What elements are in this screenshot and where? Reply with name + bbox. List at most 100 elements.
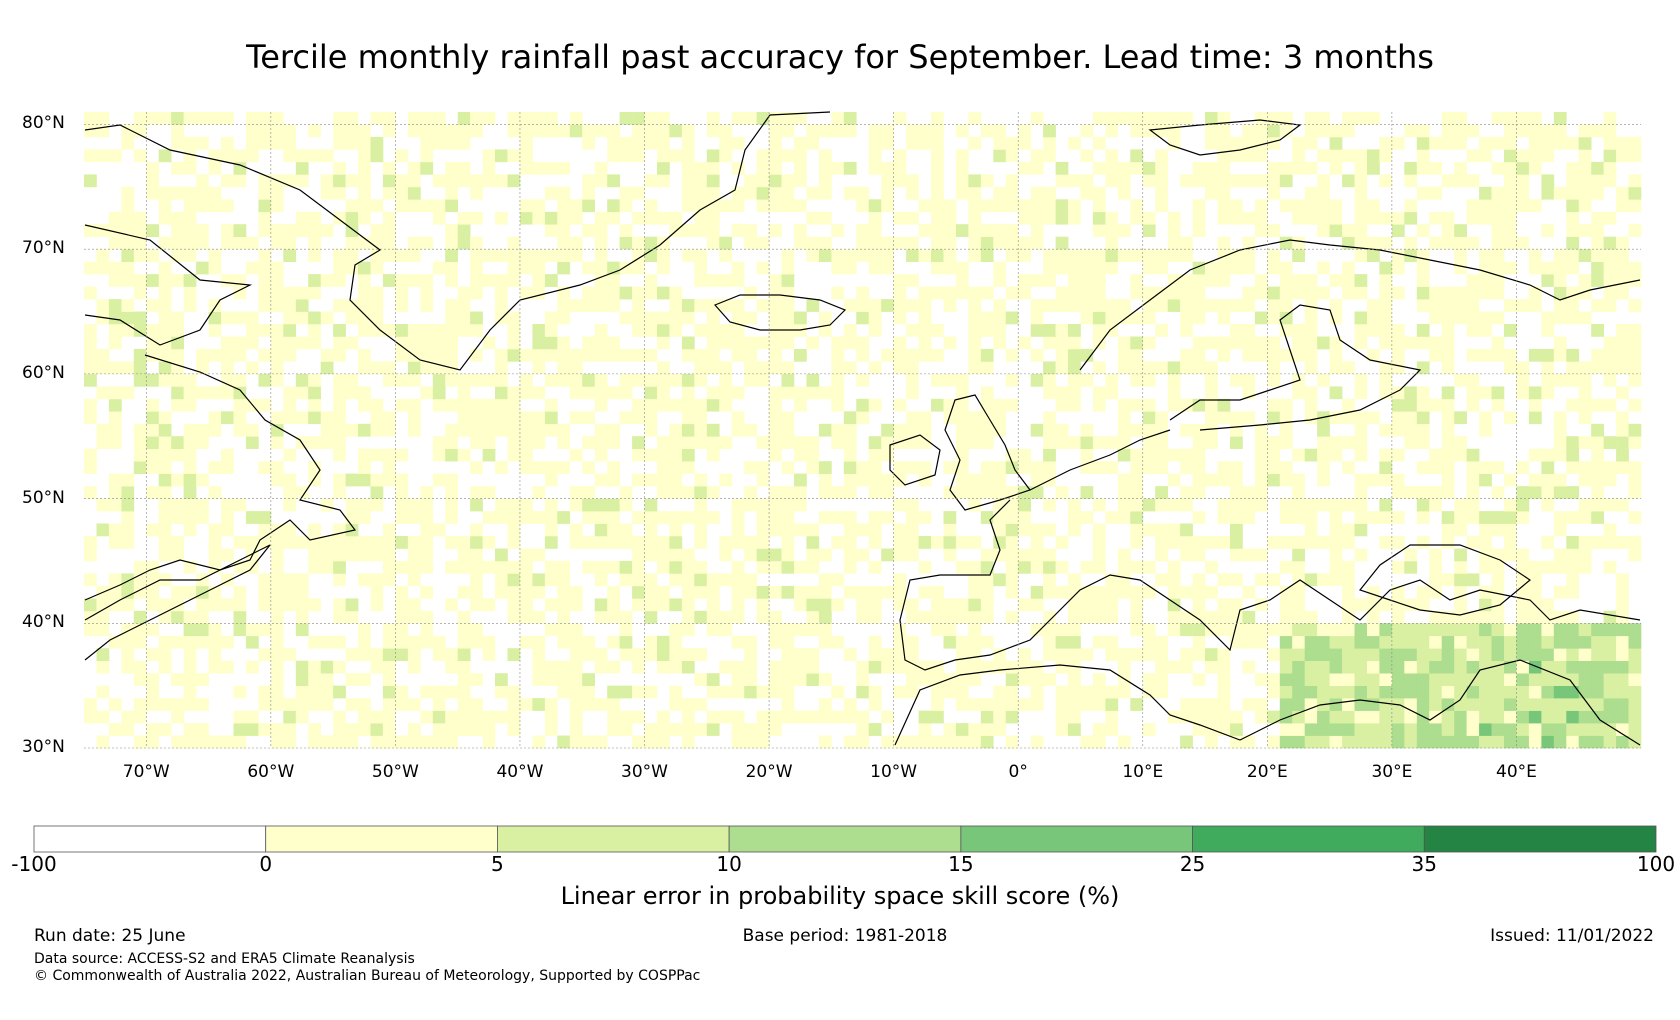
grid-cell bbox=[370, 473, 384, 487]
grid-cell bbox=[84, 623, 97, 637]
grid-cell bbox=[1528, 249, 1542, 262]
grid-cell bbox=[1092, 585, 1106, 599]
grid-cell bbox=[943, 511, 957, 524]
grid-cell bbox=[1130, 560, 1144, 574]
grid-cell bbox=[1391, 735, 1405, 749]
grid-cell bbox=[320, 660, 334, 674]
grid-cell bbox=[1329, 673, 1343, 686]
grid-cell bbox=[245, 635, 259, 649]
grid-cell bbox=[1279, 685, 1293, 699]
grid-cell bbox=[769, 548, 782, 562]
grid-cell bbox=[906, 660, 919, 674]
grid-cell bbox=[445, 336, 458, 350]
grid-cell bbox=[1441, 324, 1455, 337]
grid-cell bbox=[1192, 174, 1206, 188]
grid-cell bbox=[669, 473, 683, 487]
grid-cell bbox=[1591, 348, 1604, 362]
grid-cell bbox=[794, 648, 807, 661]
grid-cell bbox=[1167, 473, 1181, 487]
grid-cell bbox=[544, 186, 558, 200]
grid-cell bbox=[171, 124, 184, 138]
grid-cell bbox=[918, 436, 932, 449]
grid-cell bbox=[1167, 386, 1181, 400]
grid-cell bbox=[1329, 311, 1343, 325]
grid-cell bbox=[258, 124, 272, 138]
grid-cell bbox=[1192, 199, 1206, 213]
grid-cell bbox=[868, 436, 882, 449]
grid-cell bbox=[333, 373, 346, 387]
grid-cell bbox=[644, 735, 658, 749]
grid-cell bbox=[1591, 186, 1604, 200]
grid-cell bbox=[980, 698, 994, 711]
grid-cell bbox=[96, 436, 110, 449]
grid-cell bbox=[1317, 186, 1330, 200]
grid-cell bbox=[831, 112, 845, 125]
grid-cell bbox=[358, 536, 371, 549]
grid-cell bbox=[370, 448, 384, 462]
grid-cell bbox=[955, 423, 969, 437]
grid-cell bbox=[121, 523, 135, 537]
grid-cell bbox=[1055, 536, 1069, 549]
grid-cell bbox=[582, 648, 595, 661]
grid-cell bbox=[1441, 511, 1455, 524]
grid-cell bbox=[121, 236, 135, 250]
grid-cell bbox=[1155, 660, 1168, 674]
grid-cell bbox=[1566, 685, 1580, 699]
grid-cell bbox=[358, 623, 371, 637]
grid-cell bbox=[1092, 286, 1106, 300]
grid-cell bbox=[1217, 461, 1231, 474]
grid-cell bbox=[196, 136, 209, 150]
grid-cell bbox=[706, 324, 720, 337]
grid-cell bbox=[1205, 710, 1218, 724]
grid-cell bbox=[955, 673, 969, 686]
grid-cell bbox=[171, 249, 184, 262]
grid-cell bbox=[843, 536, 857, 549]
grid-cell bbox=[1068, 673, 1081, 686]
grid-cell bbox=[931, 610, 944, 624]
grid-cell bbox=[84, 448, 97, 462]
grid-cell bbox=[1329, 735, 1343, 749]
grid-cell bbox=[295, 211, 309, 225]
grid-cell bbox=[245, 311, 259, 325]
grid-cell bbox=[719, 324, 733, 337]
grid-cell bbox=[1117, 112, 1131, 125]
grid-cell bbox=[1130, 598, 1144, 612]
grid-cell bbox=[893, 548, 907, 562]
grid-cell bbox=[794, 311, 807, 325]
grid-cell bbox=[520, 411, 533, 425]
grid-cell bbox=[744, 186, 757, 200]
grid-cell bbox=[1130, 149, 1144, 163]
grid-cell bbox=[669, 698, 683, 711]
grid-cell bbox=[1578, 473, 1592, 487]
grid-cell bbox=[1541, 274, 1555, 287]
grid-cell bbox=[1068, 573, 1081, 587]
grid-cell bbox=[171, 398, 184, 412]
grid-cell bbox=[1516, 585, 1530, 599]
grid-cell bbox=[1354, 411, 1368, 425]
grid-cell bbox=[681, 199, 695, 213]
grid-cell bbox=[1504, 199, 1517, 213]
grid-cell bbox=[594, 511, 608, 524]
grid-cell bbox=[1317, 660, 1330, 674]
grid-cell bbox=[146, 598, 160, 612]
grid-cell bbox=[1304, 136, 1318, 150]
grid-cell bbox=[146, 735, 160, 749]
grid-cell bbox=[644, 635, 658, 649]
grid-cell bbox=[1279, 398, 1293, 412]
grid-cell bbox=[495, 149, 508, 163]
grid-cell bbox=[1429, 548, 1442, 562]
grid-cell bbox=[1080, 436, 1094, 449]
grid-cell bbox=[1205, 623, 1218, 637]
grid-cell bbox=[1030, 186, 1044, 200]
grid-cell bbox=[694, 211, 708, 225]
grid-cell bbox=[632, 324, 645, 337]
grid-cell bbox=[1616, 623, 1629, 637]
grid-cell bbox=[1516, 648, 1530, 661]
grid-cell bbox=[171, 373, 184, 387]
grid-cell bbox=[1092, 361, 1106, 375]
grid-cell bbox=[1217, 623, 1231, 637]
grid-cell bbox=[1628, 361, 1642, 375]
grid-cell bbox=[993, 336, 1007, 350]
grid-cell bbox=[931, 249, 944, 262]
grid-cell bbox=[557, 598, 571, 612]
